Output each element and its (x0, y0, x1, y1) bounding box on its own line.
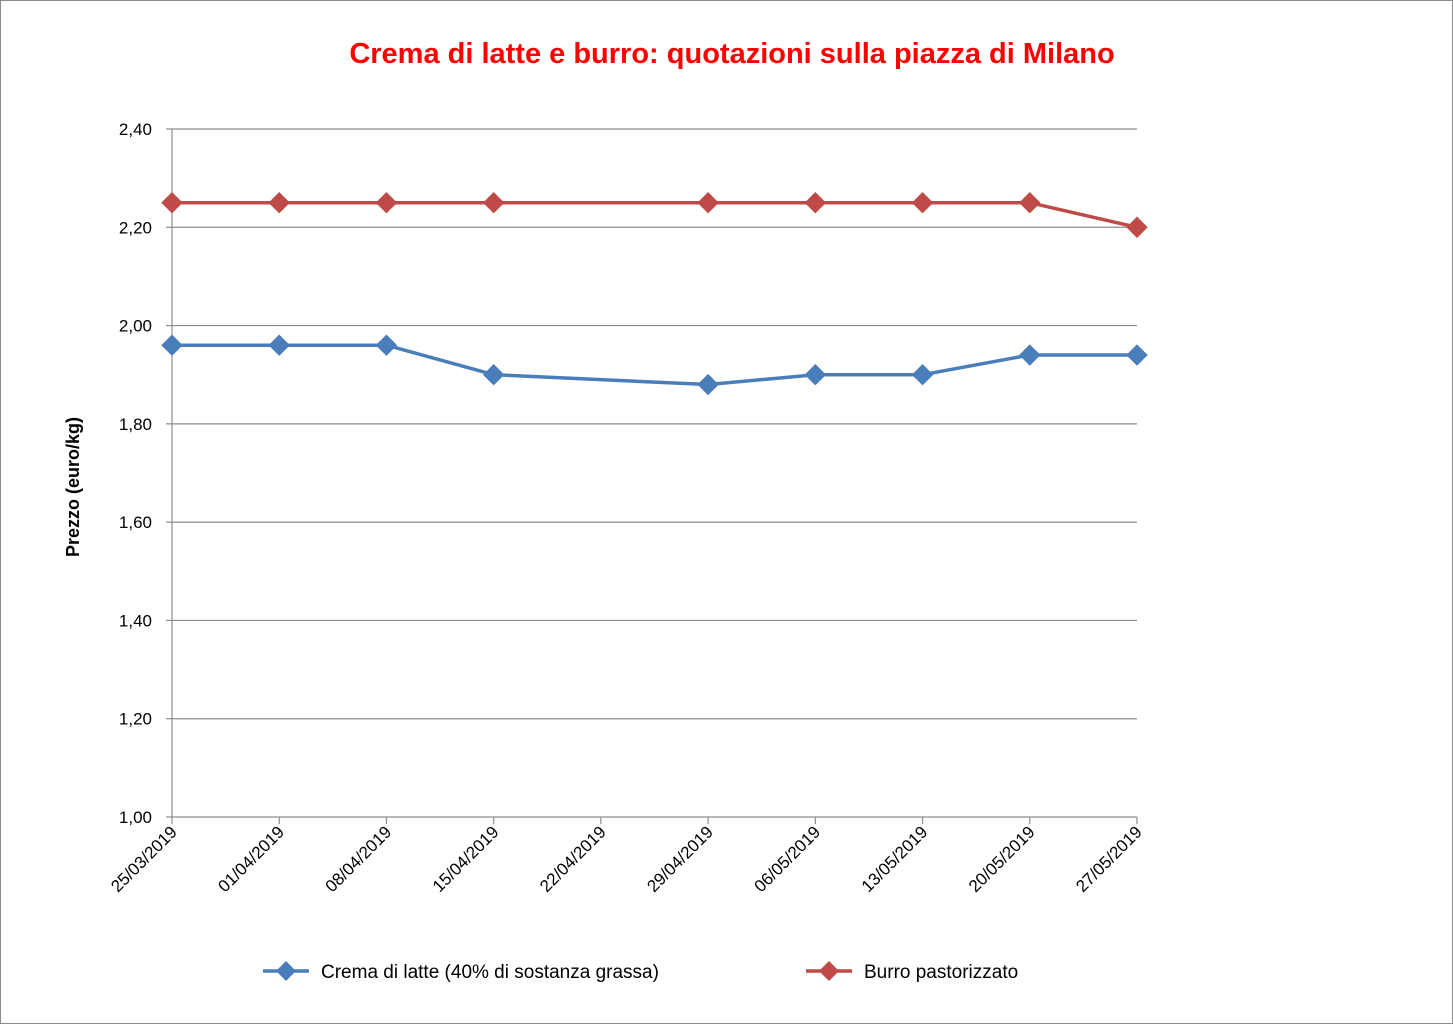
legend: Crema di latte (40% di sostanza grassa) B… (263, 961, 1018, 983)
x-tick-label: 08/04/2019 (322, 822, 396, 896)
data-point-marker (697, 192, 719, 214)
y-tick-label: 1,60 (119, 513, 152, 532)
data-point-marker (268, 334, 290, 356)
series (161, 192, 1148, 396)
data-point-marker (697, 373, 719, 396)
y-axis-label: Prezzo (euro/kg) (63, 417, 83, 557)
series-line (172, 343, 1137, 387)
y-tick-label: 1,00 (119, 808, 152, 827)
x-tick-label: 13/05/2019 (858, 822, 932, 896)
data-point-marker (161, 334, 183, 356)
x-tick-label: 15/04/2019 (429, 822, 503, 896)
y-tick-label: 2,20 (119, 218, 152, 237)
y-tick-label: 2,00 (119, 317, 152, 336)
x-tick-labels: 25/03/2019 01/04/2019 08/04/2019 15/04/2019… (107, 822, 1146, 896)
x-tick-label: 06/05/2019 (751, 822, 825, 896)
data-point-marker (482, 364, 505, 386)
data-point-marker (375, 334, 398, 356)
series-line (172, 200, 1138, 229)
data-point-marker (911, 192, 934, 214)
data-point-marker (1019, 192, 1041, 214)
y-tick-label: 1,20 (119, 710, 152, 729)
data-point-marker (268, 192, 290, 214)
axes (166, 128, 1138, 824)
data-point-marker (911, 364, 934, 386)
legend-marker (819, 961, 839, 981)
legend-label: Crema di latte (40% di sostanza grassa) (321, 962, 659, 983)
data-point-marker (1126, 344, 1148, 366)
y-tick-label: 1,40 (119, 611, 152, 630)
data-point-marker (804, 192, 827, 214)
x-tick-label: 25/03/2019 (107, 822, 181, 896)
data-point-marker (1126, 216, 1148, 238)
data-point-marker (804, 364, 827, 386)
legend-marker (276, 961, 296, 981)
data-point-marker (482, 192, 505, 214)
x-tick-label: 01/04/2019 (214, 822, 288, 896)
x-tick-label: 27/05/2019 (1072, 822, 1146, 896)
gridlines (172, 128, 1137, 720)
data-point-marker (1019, 344, 1041, 366)
y-tick-labels: 1,00 1,20 1,40 1,60 1,80 2,00 2,20 2,40 (119, 120, 152, 827)
x-tick-label: 29/04/2019 (643, 822, 717, 896)
data-point-marker (161, 192, 183, 214)
legend-label: Burro pastorizzato (864, 962, 1018, 983)
y-tick-label: 2,40 (119, 120, 152, 139)
y-tick-label: 1,80 (119, 415, 152, 434)
x-tick-label: 22/04/2019 (536, 822, 610, 896)
data-point-marker (375, 192, 398, 214)
x-tick-label: 20/05/2019 (965, 822, 1039, 896)
chart-title: Crema di latte e burro: quotazioni sulla… (349, 38, 1114, 70)
